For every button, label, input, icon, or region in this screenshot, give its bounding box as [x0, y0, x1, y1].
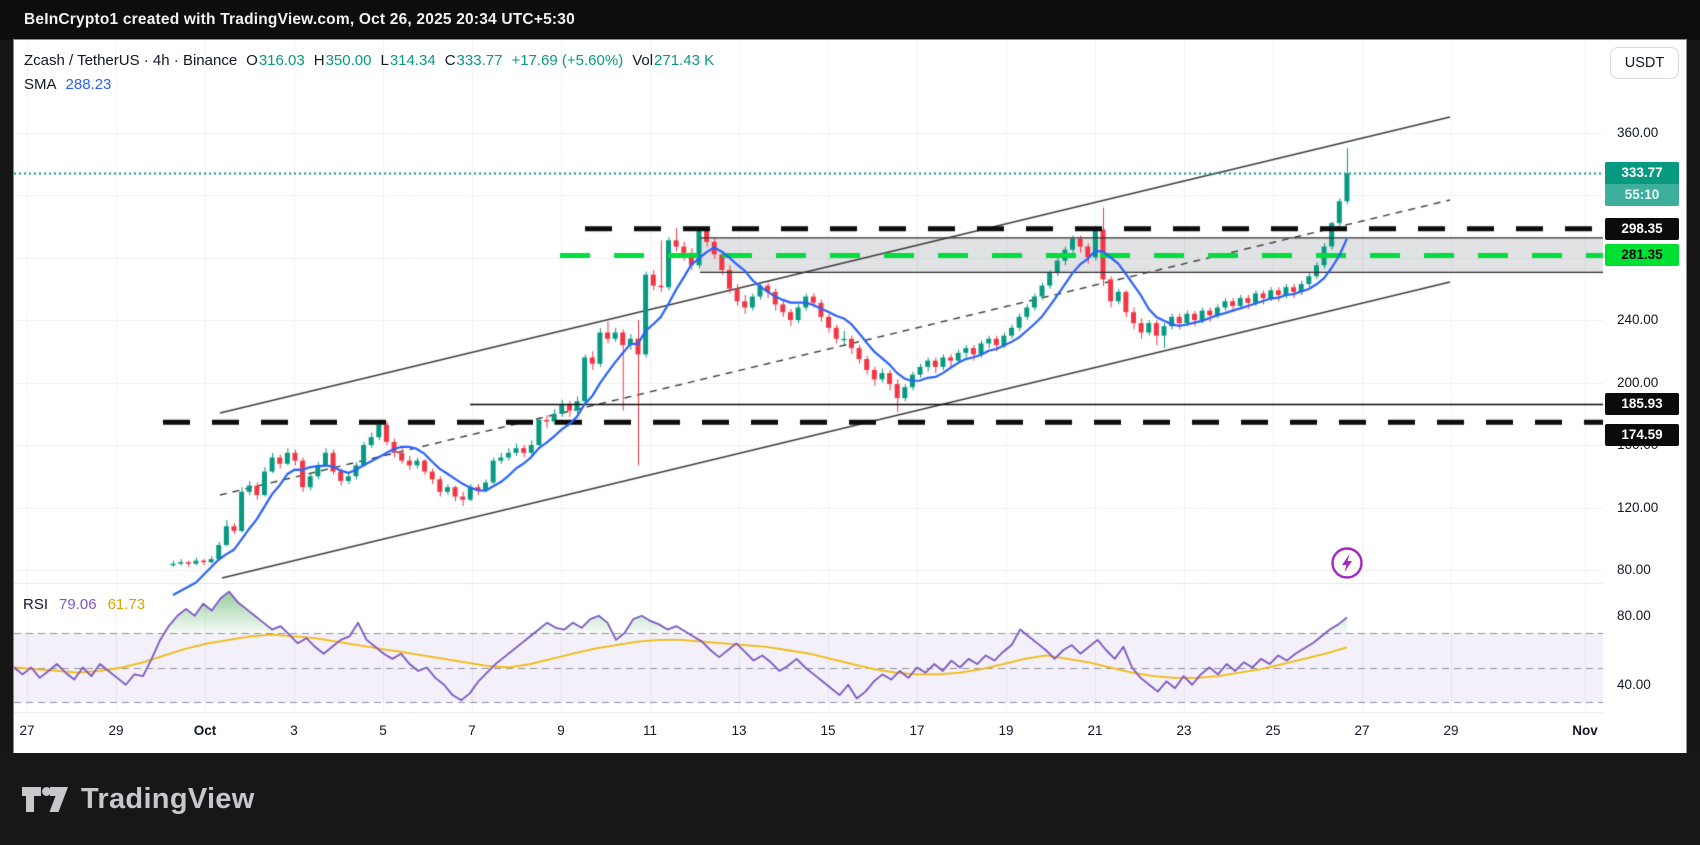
price-tick-label: 240.00 — [1617, 312, 1659, 327]
price-tick-label: 200.00 — [1617, 374, 1659, 390]
time-tick-label: Oct — [193, 723, 217, 738]
time-tick-label: 5 — [379, 723, 387, 738]
rsi-tick-label: 80.00 — [1617, 607, 1651, 623]
price-chart-canvas[interactable] — [14, 40, 1686, 753]
ohlc-high: H 350.00 — [313, 51, 372, 69]
time-tick-label: 11 — [642, 723, 658, 738]
time-tick-label: 3 — [290, 723, 298, 738]
price-level-badge: 333.77 55:10 — [1605, 162, 1679, 207]
time-tick-label: 9 — [557, 723, 565, 738]
ohlc-close: C 333.77 — [444, 51, 503, 69]
chart-container: Zcash / TetherUS · 4h · Binance O 316.03 … — [14, 40, 1686, 753]
time-tick-label: 21 — [1087, 723, 1103, 738]
rsi-ma-value: 61.73 — [107, 596, 146, 613]
watermark-title: BeInCrypto1 created with TradingView.com… — [24, 11, 575, 28]
tradingview-logo-icon — [22, 786, 68, 812]
volume-readout: Vol 271.43 K — [632, 51, 715, 69]
rsi-value: 79.06 — [59, 596, 97, 613]
price-level-badge: 185.93 — [1605, 393, 1679, 416]
rsi-label: RSI — [23, 596, 49, 613]
sma-label: SMA — [24, 75, 57, 93]
watermark-top-bar: BeInCrypto1 created with TradingView.com… — [0, 0, 1700, 40]
chart-legend: Zcash / TetherUS · 4h · Binance O 316.03 … — [24, 48, 714, 96]
rsi-legend-row[interactable]: RSI 79.06 61.73 — [23, 596, 145, 613]
tradingview-logo[interactable]: TradingView — [22, 783, 255, 816]
time-tick-label: 23 — [1176, 723, 1192, 738]
sma-value: 288.23 — [65, 75, 112, 93]
rsi-tick-label: 40.00 — [1617, 676, 1651, 692]
time-tick-label: 19 — [998, 723, 1014, 738]
price-tick-label: 360.00 — [1617, 124, 1659, 140]
lightning-boost-icon[interactable] — [1330, 546, 1364, 585]
symbol-legend-row[interactable]: Zcash / TetherUS · 4h · Binance O 316.03 … — [24, 48, 714, 72]
ohlc-low: L 314.34 — [380, 51, 436, 69]
time-tick-label: 7 — [468, 723, 476, 738]
time-tick-label: 25 — [1265, 723, 1281, 738]
time-tick-label: 29 — [1443, 723, 1459, 738]
symbol-title: Zcash / TetherUS · 4h · Binance — [24, 51, 238, 69]
price-tick-label: 80.00 — [1617, 562, 1651, 577]
price-level-badge: 281.35 — [1605, 244, 1679, 267]
sma-legend-row[interactable]: SMA 288.23 — [24, 72, 714, 96]
tradingview-logo-text: TradingView — [81, 782, 255, 815]
price-tick-label: 120.00 — [1617, 499, 1659, 515]
price-axis[interactable]: 360.00240.00200.00160.00120.0080.0080.00… — [1603, 40, 1686, 753]
currency-unit-button[interactable]: USDT — [1610, 47, 1679, 79]
time-axis[interactable]: 27 29 Oct 3 5 7 9 11 13 15 17 19 21 23 25 27 29 Nov — [14, 712, 1603, 753]
price-level-badge: 298.35 — [1605, 217, 1679, 240]
time-tick-label: Nov — [1572, 723, 1598, 738]
time-tick-label: 27 — [1354, 723, 1370, 738]
time-tick-label: 17 — [909, 723, 925, 738]
ohlc-open: O 316.03 — [246, 51, 305, 69]
time-tick-label: 13 — [731, 723, 747, 738]
time-tick-label: 27 — [19, 723, 35, 738]
price-level-badge: 174.59 — [1605, 424, 1679, 447]
time-tick-label: 15 — [820, 723, 836, 738]
price-change: +17.69 (+5.60%) — [511, 51, 624, 69]
time-tick-label: 29 — [108, 723, 124, 738]
footer-bar: TradingView — [0, 753, 1700, 845]
